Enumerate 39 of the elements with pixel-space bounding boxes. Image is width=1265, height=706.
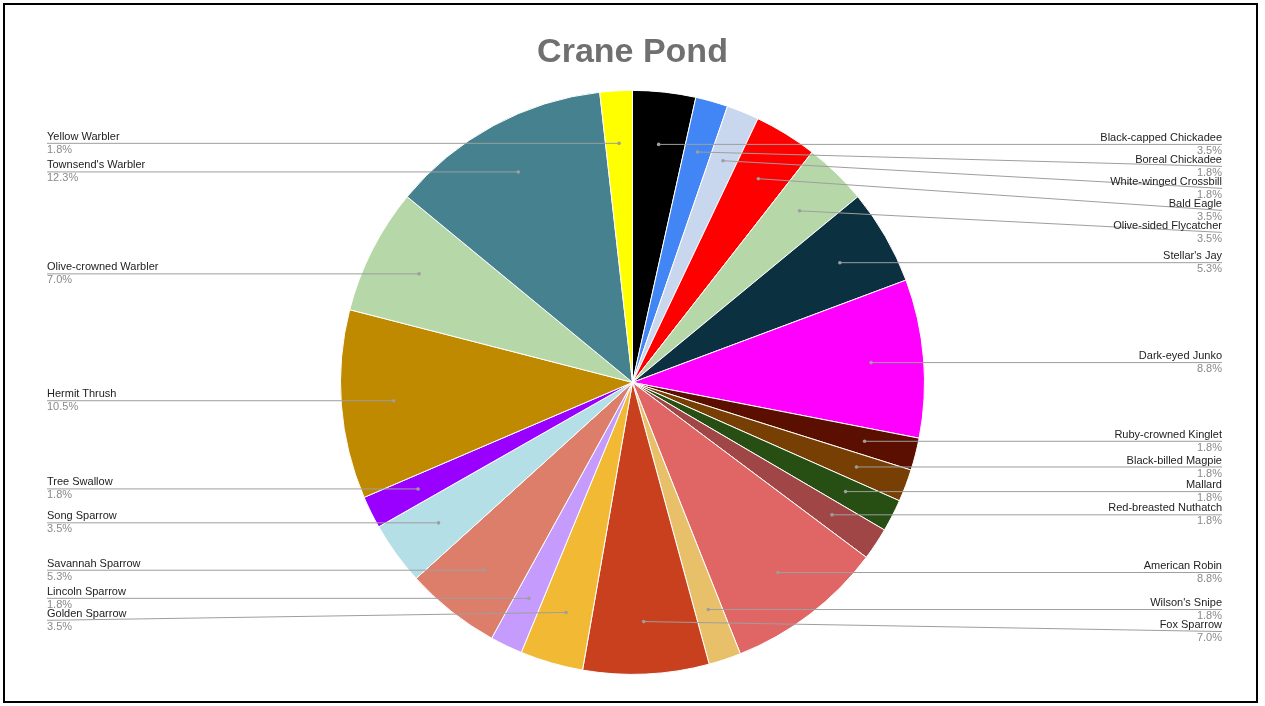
data-label: 1.8% [1196, 187, 1223, 200]
data-label: 1.8% [1196, 165, 1223, 178]
data-label: 5.3% [47, 569, 73, 582]
chart-title: Crane Pond [537, 30, 728, 69]
data-label: 3.5% [1196, 143, 1223, 156]
slice-label: Red-breasted Nuthatch [1108, 501, 1222, 514]
data-label: 12.3% [47, 171, 79, 184]
slice-label: Yellow Warbler [47, 129, 120, 142]
data-label: 3.5% [47, 619, 73, 632]
slice-label: Ruby-crowned Kinglet [1114, 427, 1222, 440]
slice-label: American Robin [1143, 559, 1222, 572]
data-label: 3.5% [47, 522, 73, 535]
slice-label: Lincoln Sparrow [47, 584, 126, 597]
slice-label: Savannah Sparrow [47, 556, 141, 569]
data-label: 1.8% [1196, 491, 1223, 504]
slice-label: Black-capped Chickadee [1100, 130, 1222, 143]
slice-label: Black-billed Magpie [1126, 453, 1222, 466]
slice-label: Townsend's Warbler [47, 158, 146, 171]
slice-label: Song Sparrow [47, 509, 117, 522]
slice-label: Dark-eyed Junko [1138, 349, 1222, 362]
data-label: 1.8% [1196, 466, 1223, 479]
data-label: 7.0% [47, 273, 73, 286]
slice-label: Hermit Thrush [47, 387, 117, 400]
data-label: 1.8% [1196, 514, 1223, 527]
data-label: 8.8% [1196, 572, 1223, 585]
slice-label: Olive-crowned Warbler [47, 260, 159, 273]
data-label: 10.5% [47, 400, 79, 413]
data-label: 1.8% [47, 488, 73, 501]
data-label: 7.0% [1196, 631, 1223, 644]
data-label: 5.3% [1196, 262, 1223, 275]
data-label: 1.8% [47, 142, 73, 155]
data-label: 3.5% [1196, 209, 1223, 222]
slice-label: Wilson's Snipe [1150, 596, 1222, 609]
slice-label: Mallard [1185, 478, 1222, 491]
slice-label: Tree Swallow [47, 475, 113, 488]
slice-label: Stellar's Jay [1163, 249, 1223, 262]
data-label: 1.8% [1196, 440, 1223, 453]
data-label: 8.8% [1196, 362, 1223, 375]
data-label: 3.5% [1196, 231, 1223, 244]
